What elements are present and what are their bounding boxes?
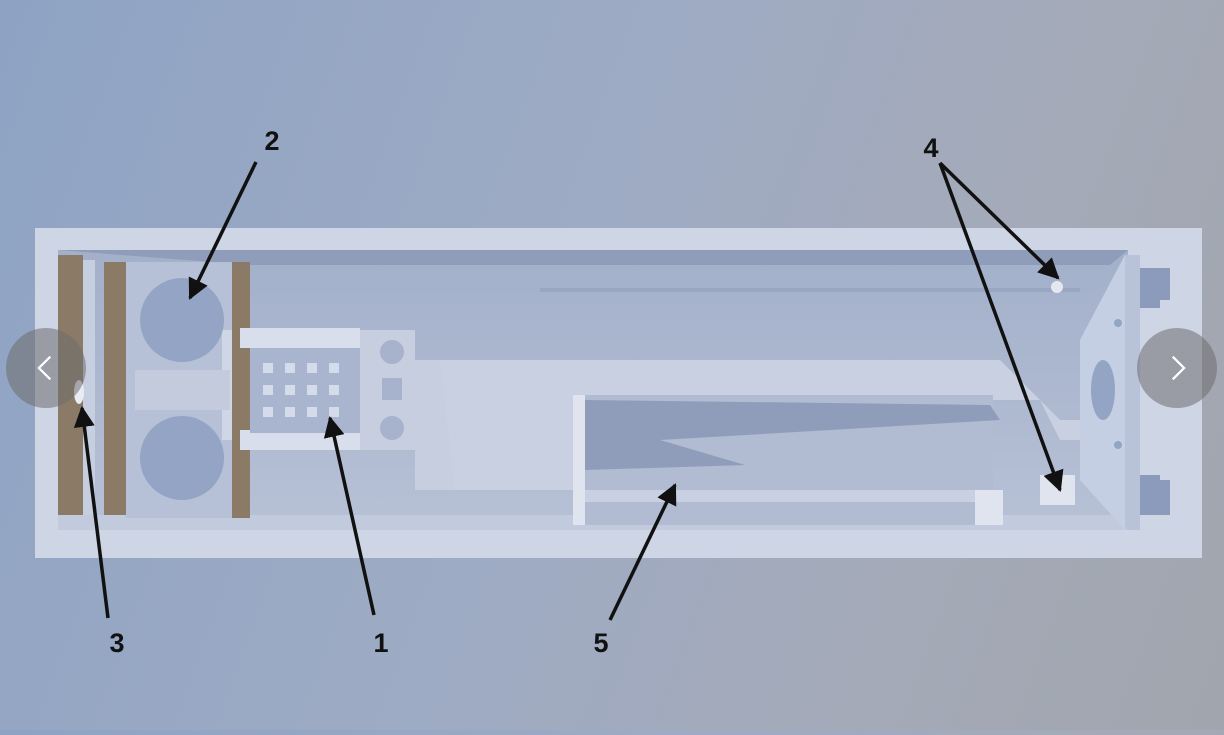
- callout-4: 4: [923, 133, 938, 163]
- battery-slot: [573, 395, 1003, 525]
- arrow-5: [608, 483, 677, 621]
- chevron-right-icon: [1171, 355, 1186, 381]
- callout-1: 1: [373, 628, 388, 658]
- arrow-1: [323, 415, 376, 616]
- callout-3: 3: [109, 628, 124, 658]
- arrow-4a: [938, 161, 1060, 280]
- arrow-3: [73, 405, 110, 619]
- callout-5: 5: [593, 628, 608, 658]
- end-panel: [1040, 255, 1202, 530]
- next-slide-button[interactable]: [1137, 328, 1217, 408]
- callout-2: 2: [264, 126, 279, 156]
- arrow-2: [188, 161, 258, 300]
- chevron-left-icon: [37, 355, 52, 381]
- speaker-housing: [126, 262, 250, 518]
- callout-arrows: [73, 161, 1064, 621]
- previous-slide-button[interactable]: [6, 328, 86, 408]
- center-plate: [440, 288, 1128, 490]
- arrow-4b: [938, 162, 1064, 492]
- keypad-module: [240, 328, 455, 490]
